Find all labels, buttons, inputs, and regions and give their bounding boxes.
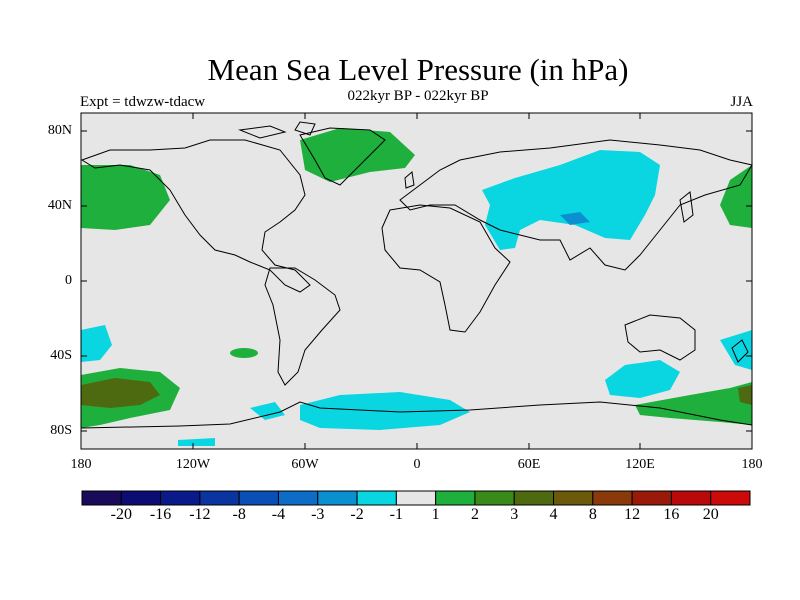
lat-label: 40N	[47, 198, 72, 213]
lon-label: 0	[413, 457, 421, 472]
colorbar-label: -12	[189, 506, 211, 523]
lat-label: 80N	[47, 123, 72, 138]
lon-label: 180	[741, 457, 763, 472]
axis-ticks	[80, 113, 753, 449]
anomaly-region	[81, 165, 170, 230]
colorbar-label: -3	[311, 506, 325, 523]
anomaly-region	[300, 128, 415, 182]
colorbar-swatch	[81, 490, 122, 506]
colorbar-swatch	[277, 490, 319, 506]
anomaly-region	[81, 378, 160, 408]
coastlines	[80, 121, 753, 429]
season-label: JJA	[730, 94, 753, 110]
colorbar-label: -1	[389, 506, 403, 523]
colorbar-swatch	[120, 490, 162, 506]
anomaly-region	[230, 348, 258, 358]
colorbar-label: 8	[588, 506, 597, 523]
anomaly-region	[560, 212, 590, 225]
anomaly-region	[482, 150, 660, 250]
anomaly-region	[720, 330, 752, 370]
colorbar-swatch	[395, 490, 437, 506]
colorbar	[81, 490, 751, 506]
colorbar-label: -4	[271, 506, 286, 523]
lon-label: 120W	[175, 457, 211, 472]
colorbar-label: 16	[663, 506, 680, 523]
lat-label: 80S	[50, 423, 72, 438]
anomaly-region	[81, 325, 112, 362]
lon-label: 60E	[517, 457, 541, 472]
map-title: Mean Sea Level Pressure (in hPa)	[207, 52, 629, 87]
anomaly-region	[605, 360, 680, 398]
colorbar-swatch	[592, 490, 633, 506]
anomaly-region	[720, 165, 752, 228]
colorbar-swatch	[474, 490, 515, 506]
lon-label: 60W	[291, 457, 319, 472]
colorbar-swatch	[160, 490, 201, 506]
colorbar-swatch	[710, 490, 751, 506]
anomaly-region	[178, 438, 215, 446]
lon-label: 120E	[625, 457, 655, 472]
lat-label: 40S	[50, 348, 72, 363]
colorbar-label: 12	[624, 506, 641, 523]
anomaly-region	[635, 382, 752, 425]
lon-label: 180	[70, 457, 92, 472]
lat-label: 0	[65, 273, 72, 288]
colorbar-label: 4	[549, 506, 558, 523]
colorbar-swatch	[553, 490, 594, 506]
colorbar-swatch	[199, 490, 240, 506]
colorbar-swatch	[670, 490, 712, 506]
colorbar-label: 3	[510, 506, 519, 523]
colorbar-label: -2	[350, 506, 364, 523]
anomaly-region	[250, 402, 285, 420]
colorbar-label: 1	[431, 506, 440, 523]
colorbar-swatch	[435, 490, 476, 506]
colorbar-label: 2	[470, 506, 479, 523]
anomaly-region	[738, 385, 752, 405]
colorbar-swatch	[631, 490, 672, 506]
colorbar-label: -8	[232, 506, 246, 523]
colorbar-swatch	[317, 490, 358, 506]
colorbar-label: -20	[110, 506, 132, 523]
colorbar-label: -16	[149, 506, 172, 523]
colorbar-swatch	[238, 490, 279, 506]
anomaly-shading	[81, 128, 752, 446]
experiment-label: Expt = tdwzw-tdacw	[80, 94, 206, 110]
map-subtitle: 022kyr BP - 022kyr BP	[347, 88, 489, 104]
colorbar-swatch	[356, 490, 397, 506]
colorbar-label: 20	[702, 506, 719, 523]
colorbar-swatch	[513, 490, 555, 506]
